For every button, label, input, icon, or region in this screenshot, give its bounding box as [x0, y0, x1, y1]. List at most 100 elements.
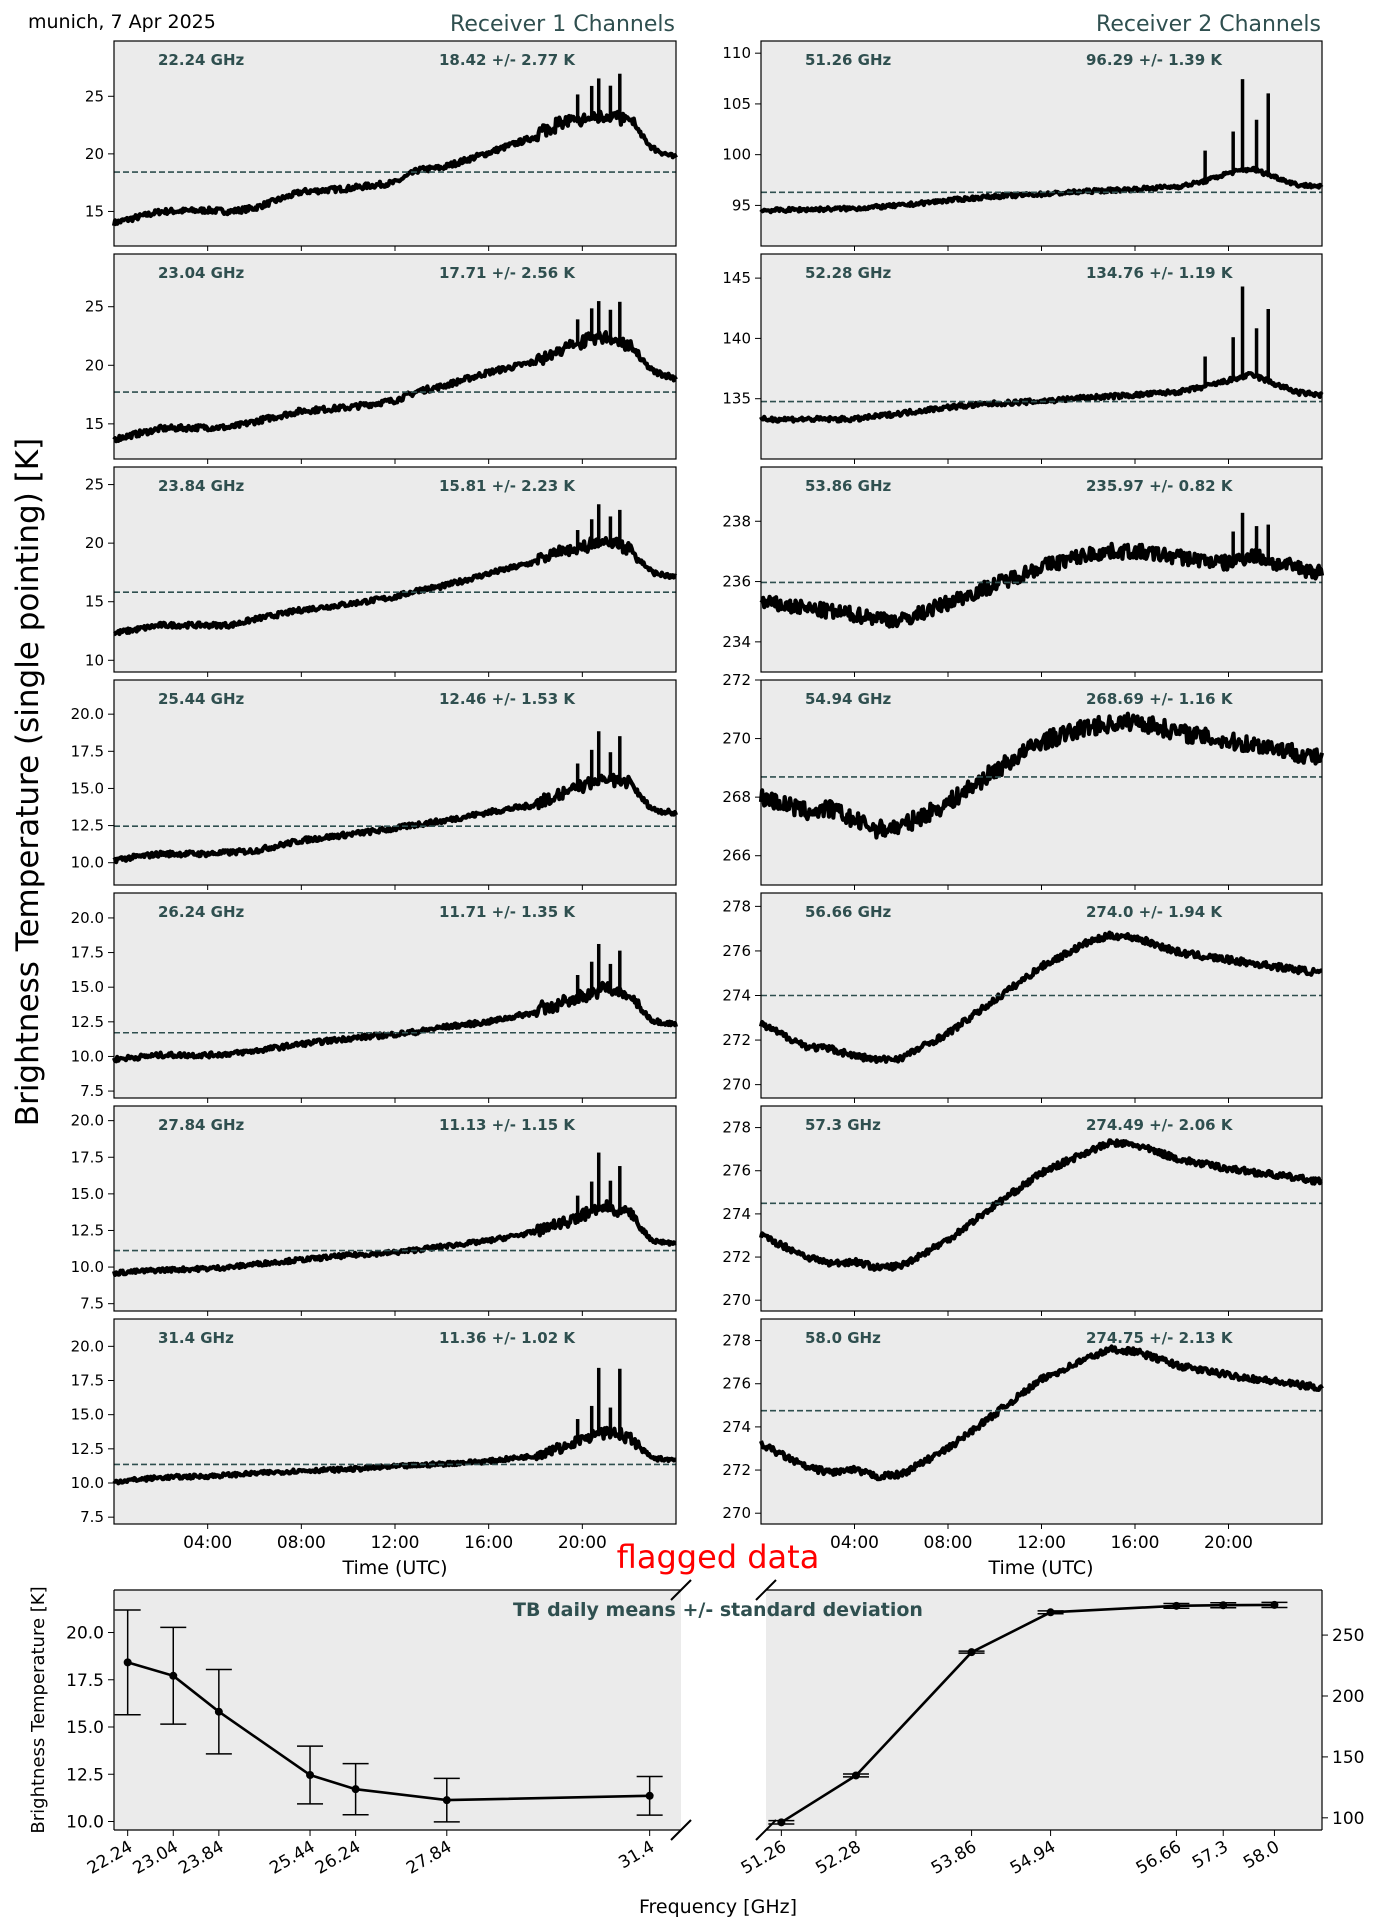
- y-tick-label: 15.0: [66, 1718, 104, 1738]
- panel-background: [114, 254, 676, 459]
- y-tick-label: 20.0: [71, 1337, 104, 1355]
- axis-break-mark: [755, 1579, 777, 1601]
- mean-point: [777, 1818, 786, 1827]
- summary-title: TB daily means +/- standard deviation: [513, 1599, 923, 1621]
- stats-label: 274.0 +/- 1.94 K: [1086, 903, 1223, 921]
- y-tick-label: 17.5: [71, 742, 104, 760]
- series-line: [758, 1138, 1323, 1272]
- y-tick-label: 20: [85, 145, 104, 163]
- y-tick-label: 17.5: [71, 1372, 104, 1390]
- y-tick-label: 15: [85, 415, 104, 433]
- freq-tick-label: 56.66: [1133, 1837, 1185, 1879]
- y-tick-label: 15: [85, 202, 104, 220]
- y-tick-label: 20.0: [71, 909, 104, 927]
- stats-label: 96.29 +/- 1.39 K: [1086, 51, 1223, 69]
- mean-point: [306, 1771, 315, 1780]
- x-axis-label-receiver1: Time (UTC): [341, 1557, 447, 1579]
- mean-point: [214, 1707, 223, 1716]
- mean-point: [645, 1791, 654, 1800]
- y-tick-label: 278: [722, 897, 751, 915]
- freq-tick-label: 25.44: [266, 1837, 318, 1879]
- y-tick-label: 15.0: [71, 978, 104, 996]
- freq-tick-label: 26.24: [312, 1837, 364, 1879]
- y-tick-label: 10.0: [71, 1258, 104, 1276]
- y-tick-label: 272: [722, 671, 751, 689]
- mean-point: [442, 1796, 451, 1805]
- frequency-label: 57.3 GHz: [805, 1116, 881, 1134]
- frequency-label: 27.84 GHz: [158, 1116, 245, 1134]
- mean-point: [1219, 1601, 1228, 1610]
- stats-label: 274.49 +/- 2.06 K: [1086, 1116, 1234, 1134]
- panel-background: [761, 1319, 1322, 1524]
- frequency-label: 22.24 GHz: [158, 51, 245, 69]
- panel-background: [114, 1319, 676, 1524]
- freq-tick-label: 54.94: [1007, 1837, 1059, 1879]
- frequency-label: 51.26 GHz: [805, 51, 892, 69]
- freq-tick-label: 23.04: [130, 1837, 182, 1879]
- y-tick-label: 15.0: [71, 1185, 104, 1203]
- mean-point: [967, 1648, 976, 1657]
- series-line: [759, 1344, 1324, 1482]
- y-tick-label: 12.5: [71, 817, 104, 835]
- y-tick-label: 274: [722, 1205, 751, 1223]
- y-tick-label: 7.5: [80, 1082, 104, 1100]
- panel-background: [761, 41, 1322, 246]
- panel-22-24-ghz: 15 20 25 22.24 GHz 18.42 +/- 2.77 K: [85, 40, 678, 251]
- mean-point: [123, 1658, 132, 1667]
- y-tick-label: 12.5: [71, 1221, 104, 1239]
- time-series-panels: 15 20 25 22.24 GHz 18.42 +/- 2.77 K 15 20 25 23.…: [71, 40, 1325, 1529]
- panel-background: [761, 1106, 1322, 1311]
- y-tick-label: 17.5: [71, 1148, 104, 1166]
- y-tick-label: 17.5: [66, 1671, 104, 1691]
- series-line: [111, 109, 678, 227]
- stats-label: 274.75 +/- 2.13 K: [1086, 1329, 1234, 1347]
- panel-51-26-ghz: 95 100 105 110 51.26 GHz 96.29 +/- 1.39 K: [722, 40, 1324, 251]
- location-date: munich, 7 Apr 2025: [28, 11, 216, 33]
- frequency-label: 52.28 GHz: [805, 264, 892, 282]
- y-tick-label: 200: [1332, 1687, 1364, 1707]
- time-tick-label: 04:00: [183, 1533, 232, 1553]
- y-tick-label: 95: [732, 196, 751, 214]
- y-tick-label: 278: [722, 1332, 751, 1350]
- panel-57-3-ghz: 270 272 274 276 278 57.3 GHz 274.49 +/- 2.06 K: [722, 1105, 1323, 1316]
- panel-31-4-ghz: 7.5 10.0 12.5 15.0 17.5 20.0 31.4 GHz 11.36 +/-…: [71, 1318, 677, 1529]
- y-tick-label: 10.0: [71, 1047, 104, 1065]
- y-tick-label: 274: [722, 1418, 751, 1436]
- y-tick-label: 250: [1332, 1626, 1364, 1646]
- y-tick-label: 276: [722, 942, 751, 960]
- y-tick-label: 270: [722, 1076, 751, 1094]
- y-tick-label: 12.5: [66, 1765, 104, 1785]
- stats-label: 18.42 +/- 2.77 K: [439, 51, 576, 69]
- frequency-label: 23.84 GHz: [158, 477, 245, 495]
- y-tick-label: 268: [722, 788, 751, 806]
- stats-label: 11.13 +/- 1.15 K: [439, 1116, 576, 1134]
- panel-26-24-ghz: 7.5 10.0 12.5 15.0 17.5 20.0 26.24 GHz 11.71 +/…: [71, 892, 679, 1103]
- frequency-label: 58.0 GHz: [805, 1329, 881, 1347]
- stats-label: 15.81 +/- 2.23 K: [439, 477, 576, 495]
- y-tick-label: 12.5: [71, 1013, 104, 1031]
- flagged-data-label: flagged data: [617, 1538, 820, 1576]
- panel-54-94-ghz: 266 268 270 272 54.94 GHz 268.69 +/- 1.16 K: [722, 671, 1325, 890]
- series-line: [759, 165, 1324, 215]
- y-tick-label: 276: [722, 1375, 751, 1393]
- y-tick-label: 15.0: [71, 779, 104, 797]
- panel-25-44-ghz: 10.0 12.5 15.0 17.5 20.0 25.44 GHz 12.46 +/- 1…: [71, 679, 678, 890]
- y-tick-label: 15.0: [71, 1406, 104, 1424]
- stats-label: 235.97 +/- 0.82 K: [1086, 477, 1234, 495]
- y-tick-label: 272: [722, 1461, 751, 1479]
- series-line: [112, 772, 678, 865]
- receiver2-title: Receiver 2 Channels: [1096, 12, 1321, 37]
- y-tick-label: 266: [722, 847, 751, 865]
- y-tick-label: 25: [85, 476, 104, 494]
- y-tick-label: 17.5: [71, 944, 104, 962]
- y-tick-label: 270: [722, 1504, 751, 1522]
- mean-point: [851, 1771, 860, 1780]
- panel-58-0-ghz: 270 272 274 276 278 58.0 GHz 274.75 +/- 2.13 K: [722, 1318, 1324, 1529]
- frequency-label: 56.66 GHz: [805, 903, 892, 921]
- mean-point: [1270, 1600, 1279, 1609]
- y-tick-label: 20.0: [66, 1624, 104, 1644]
- series-line: [111, 1199, 677, 1277]
- y-tick-label: 276: [722, 1162, 751, 1180]
- time-tick-label: 16:00: [464, 1533, 513, 1553]
